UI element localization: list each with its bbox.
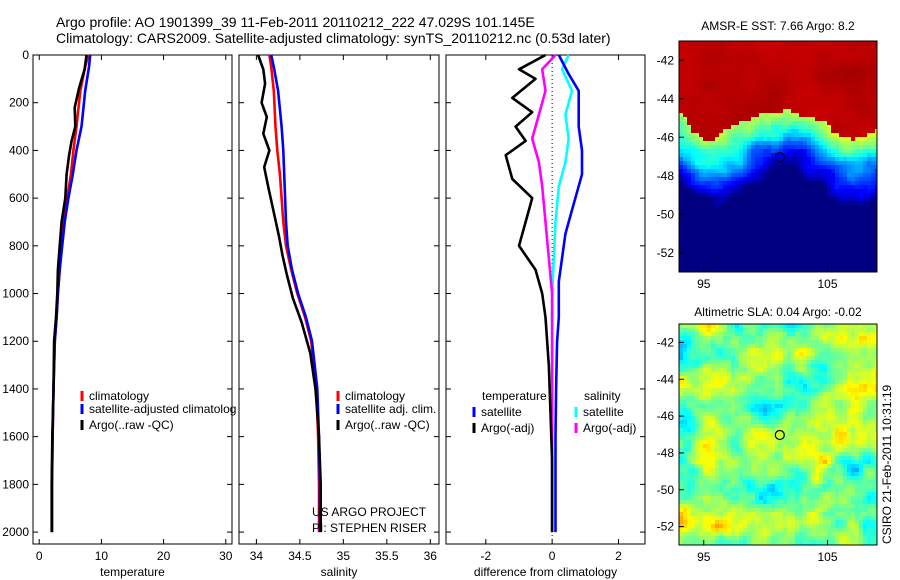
salinity-xtick-label: 35 — [337, 549, 351, 563]
depth-tick-label: 600 — [9, 191, 29, 205]
difference-series-magenta-line — [530, 54, 557, 533]
difference-legend-entry: Argo(-adj) — [481, 421, 534, 435]
depth-tick-label: 1200 — [2, 334, 29, 348]
difference-xtick-label: 2 — [615, 549, 622, 563]
difference-xlabel: difference from climatology — [474, 565, 617, 579]
salinity-xtick-label: 36 — [424, 549, 438, 563]
depth-tick-label: 800 — [9, 239, 29, 253]
sla-map-ytick-label: -44 — [657, 372, 675, 386]
legend-salinity-title: salinity — [584, 389, 621, 403]
depth-tick-label: 400 — [9, 143, 29, 157]
depth-tick-label: 1000 — [2, 287, 29, 301]
sst-map-axes-box — [678, 40, 878, 273]
salinity-axes-box — [238, 54, 440, 545]
sst-map-ytick-label: -48 — [657, 169, 675, 183]
sla-map-xtick-label: 95 — [697, 550, 711, 564]
sst-map-field — [679, 41, 877, 272]
depth-tick-label: 2000 — [2, 525, 29, 539]
sla-map-axes-box — [678, 323, 878, 546]
difference-xtick-label: 0 — [549, 549, 556, 563]
sst-map-title: AMSR-E SST: 7.66 Argo: 8.2 — [701, 19, 855, 33]
depth-tick-label: 1600 — [2, 430, 29, 444]
salinity-xtick-label: 35.5 — [375, 549, 399, 563]
sst-map-ytick-label: -52 — [657, 246, 675, 260]
difference-axes-box — [445, 54, 646, 545]
sla-map-ytick-label: -52 — [657, 520, 675, 534]
salinity-xtick-label: 34.5 — [288, 549, 312, 563]
sst-map-ytick-label: -44 — [657, 92, 675, 106]
salinity-legend-entry: Argo(..raw -QC) — [345, 418, 430, 432]
legend-temperature-title: temperature — [482, 389, 547, 403]
sst-map-ytick-label: -46 — [657, 130, 675, 144]
sst-map-ytick-label: -50 — [657, 207, 675, 221]
sla-map-xtick-label: 105 — [817, 550, 837, 564]
salinity-legend-entry: satellite adj. clim. — [345, 402, 436, 416]
temperature-xlabel: temperature — [100, 565, 165, 579]
difference-series-black-line — [504, 53, 554, 533]
sla-map-ytick-label: -42 — [657, 335, 675, 349]
sla-map-title: Altimetric SLA: 0.04 Argo: -0.02 — [694, 305, 862, 319]
difference-legend-entry: Argo(-adj) — [583, 421, 636, 435]
sla-map-ytick-label: -48 — [657, 446, 675, 460]
depth-tick-label: 1800 — [2, 477, 29, 491]
figure-title-line1: Argo profile: AO 1901399_39 11-Feb-2011 … — [56, 14, 535, 30]
salinity-xlabel: salinity — [321, 565, 358, 579]
difference-legend-entry: satellite — [481, 405, 522, 419]
sst-map-ytick-label: -42 — [657, 53, 675, 67]
temperature-series-black-line — [50, 54, 88, 533]
difference-xtick-label: -2 — [480, 549, 491, 563]
temperature-legend-entry: climatology — [89, 389, 149, 403]
temperature-xtick-label: 30 — [219, 549, 233, 563]
temperature-legend-entry: satellite-adjusted climatolog — [89, 402, 236, 416]
sst-map-xtick-label: 95 — [697, 277, 711, 291]
sla-map-ytick-label: -46 — [657, 409, 675, 423]
csiro-timestamp-label: CSIRO 21-Feb-2011 10:31:19 — [880, 384, 894, 544]
temperature-xtick-label: 0 — [36, 549, 43, 563]
salinity-series-black-line — [256, 54, 323, 533]
sla-map-ytick-label: -50 — [657, 483, 675, 497]
temperature-axes-box — [32, 54, 233, 545]
depth-tick-label: 1400 — [2, 382, 29, 396]
salinity-legend-entry: climatology — [345, 389, 405, 403]
temperature-legend-entry: Argo(..raw -QC) — [89, 418, 174, 432]
depth-tick-label: 0 — [22, 48, 29, 62]
depth-tick-label: 200 — [9, 96, 29, 110]
temperature-xtick-label: 20 — [157, 549, 171, 563]
sst-map-argo-location-marker — [774, 151, 785, 163]
sst-map-xtick-label: 105 — [817, 277, 837, 291]
temperature-xtick-label: 10 — [95, 549, 109, 563]
sla-map-argo-location-marker — [774, 429, 785, 441]
difference-series-blue-line — [554, 54, 584, 533]
difference-legend-entry: satellite — [583, 405, 624, 419]
sla-map-field — [679, 324, 877, 545]
salinity-xtick-label: 34 — [250, 549, 264, 563]
project-label: US ARGO PROJECT — [312, 505, 427, 519]
figure-title-line2: Climatology: CARS2009. Satellite-adjuste… — [56, 30, 611, 46]
pi-label: PI: STEPHEN RISER — [312, 521, 427, 535]
